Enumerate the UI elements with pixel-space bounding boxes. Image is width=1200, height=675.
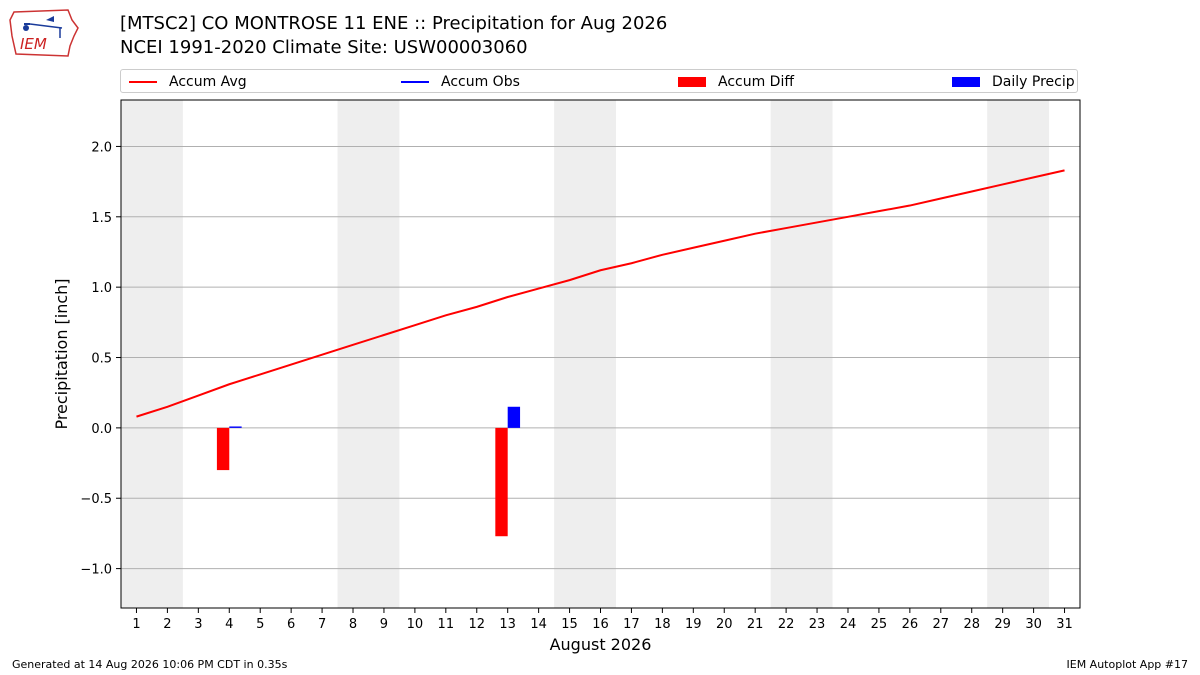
x-tick-label: 1	[132, 617, 140, 632]
x-tick-label: 7	[318, 617, 326, 632]
x-tick-label: 14	[530, 617, 547, 632]
x-tick-label: 8	[349, 617, 357, 632]
legend-swatch-daily-precip	[952, 77, 980, 87]
weekend-band	[770, 100, 833, 608]
weekend-band	[121, 100, 183, 608]
x-tick-label: 29	[994, 617, 1011, 632]
legend-label: Accum Diff	[718, 74, 795, 90]
y-tick-label: 2.0	[91, 140, 112, 155]
legend-label: Accum Avg	[169, 74, 247, 90]
daily-precip-bar	[229, 426, 242, 428]
generated-timestamp: Generated at 14 Aug 2026 10:06 PM CDT in…	[12, 658, 288, 671]
accum-diff-bar	[495, 427, 508, 537]
y-axis-label: Precipitation [inch]	[52, 278, 71, 429]
x-tick-label: 22	[778, 617, 795, 632]
chart-subtitle: NCEI 1991-2020 Climate Site: USW00003060	[120, 37, 528, 58]
y-tick-label: 0.0	[91, 422, 112, 437]
y-tick-label: −1.0	[80, 563, 112, 578]
y-tick-label: −0.5	[80, 492, 112, 507]
legend-label: Accum Obs	[441, 74, 520, 90]
y-tick-label: 1.0	[91, 281, 112, 296]
x-tick-label: 9	[380, 617, 388, 632]
legend-swatch-accum-obs	[401, 81, 429, 83]
x-tick-label: 2	[163, 617, 171, 632]
iowa-map-icon: IEM	[9, 9, 79, 57]
legend-item-accum-avg: Accum Avg	[129, 70, 247, 94]
legend-label: Daily Precip	[992, 74, 1075, 90]
bars	[216, 406, 521, 537]
x-tick-label: 11	[438, 617, 455, 632]
y-axis-ticks: −1.0 −0.5 0.0 0.5 1.0 1.5 2.0	[80, 140, 121, 578]
x-axis-label: August 2026	[550, 635, 652, 654]
iem-logo: IEM	[8, 6, 80, 58]
x-tick-label: 23	[809, 617, 826, 632]
x-tick-label: 6	[287, 617, 295, 632]
x-tick-label: 5	[256, 617, 264, 632]
accum-avg-line	[136, 169, 1065, 418]
x-tick-label: 26	[902, 617, 919, 632]
chart-title: [MTSC2] CO MONTROSE 11 ENE :: Precipitat…	[120, 13, 668, 34]
x-tick-label: 21	[747, 617, 764, 632]
x-tick-label: 10	[407, 617, 424, 632]
logo-text: IEM	[20, 35, 47, 53]
app-label: IEM Autoplot App #17	[1066, 658, 1189, 671]
x-tick-label: 27	[933, 617, 950, 632]
x-tick-label: 13	[499, 617, 516, 632]
weekend-band	[554, 100, 616, 608]
legend-item-accum-diff: Accum Diff	[678, 70, 794, 94]
x-tick-label: 4	[225, 617, 233, 632]
y-tick-label: 0.5	[91, 352, 112, 367]
x-tick-label: 3	[194, 617, 202, 632]
legend-item-accum-obs: Accum Obs	[401, 70, 520, 94]
x-tick-label: 19	[685, 617, 702, 632]
x-tick-label: 16	[592, 617, 609, 632]
x-tick-label: 15	[561, 617, 578, 632]
legend-item-daily-precip: Daily Precip	[952, 70, 1075, 94]
x-tick-label: 12	[468, 617, 485, 632]
x-tick-label: 18	[654, 617, 671, 632]
y-tick-label: 1.5	[91, 211, 112, 226]
x-tick-label: 17	[623, 617, 640, 632]
legend-swatch-accum-avg	[129, 81, 157, 83]
x-tick-label: 31	[1056, 617, 1073, 632]
accum-diff-bar	[216, 427, 230, 471]
legend-swatch-accum-diff	[678, 77, 706, 87]
weekend-shading	[121, 100, 1050, 608]
x-tick-label: 30	[1025, 617, 1042, 632]
x-tick-label: 20	[716, 617, 733, 632]
accum-avg-series	[136, 169, 1065, 418]
gridlines	[121, 145, 1080, 570]
daily-precip-bar	[507, 406, 521, 428]
x-tick-label: 25	[871, 617, 888, 632]
x-axis-ticks: 1 2 3 4 5 6 7 8 9 10 11 12 13 14 15 16 17 18 19 20 21 22 23 24 2…	[132, 608, 1073, 632]
x-tick-label: 28	[963, 617, 980, 632]
weekend-band	[337, 100, 400, 608]
legend: Accum Avg Accum Obs Accum Diff Daily Pre…	[120, 69, 1078, 93]
x-tick-label: 24	[840, 617, 857, 632]
